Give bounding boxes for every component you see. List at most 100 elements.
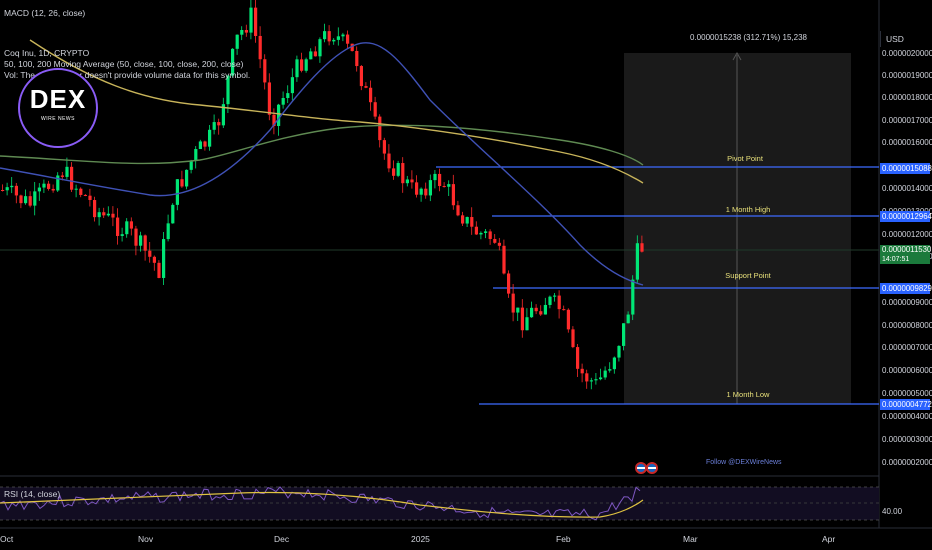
rsi-ma-line [0,491,644,518]
support-label: Support Point [725,271,771,280]
candle-body [175,179,179,205]
candle-body [323,31,327,40]
candle-body [19,195,23,204]
candle-body [631,279,635,315]
candle-body [318,39,322,57]
candle-body [244,30,248,33]
candle-body [272,114,276,126]
candle-body [497,242,501,246]
price-axis-label: 0.0000014000 [882,184,932,193]
ma100-line [29,39,644,184]
candle-body [387,153,391,169]
candle-body [359,66,363,87]
candle-body [465,217,469,224]
candle-body [608,369,612,371]
low-price-tag: 0.0000004772 [880,399,932,410]
candle-body [525,317,529,331]
candle-body [106,213,110,216]
candle-body [47,183,51,189]
candle-body [1,190,5,191]
time-label-2025: 2025 [411,534,430,544]
candle-body [474,226,478,235]
candle-body [134,228,138,246]
candle-body [447,184,451,187]
candle-body [451,184,455,206]
time-label-dec: Dec [274,534,290,544]
candle-body [424,188,428,196]
candle-body [281,98,285,105]
time-label-mar: Mar [683,534,698,544]
candle-body [484,231,488,233]
candle-body [405,179,409,184]
candle-body [580,368,584,374]
measure-label: 0.0000015238 (312.71%) 15,238 [690,33,807,42]
price-axis-label: 0.0000003000 [882,435,932,444]
price-axis-label: 0.0000016000 [882,138,932,147]
price-axis-label: 0.0000008000 [882,321,932,330]
candle-body [97,212,101,218]
price-axis-label: 0.0000006000 [882,366,932,375]
pivot-label: Pivot Point [727,154,763,163]
candle-body [143,235,147,251]
candle-body [553,295,557,297]
candle-body [162,239,166,278]
candle-body [346,34,350,44]
macd-label[interactable]: MACD (12, 26, close) [4,8,86,18]
candle-body [263,59,267,83]
candle-body [520,307,524,331]
candle-body [111,213,115,218]
candle-body [622,323,626,346]
month-high-label: 1 Month High [725,205,771,214]
rsi-axis-label: 40.00 [882,507,903,516]
support-price-tag: 0.0000009829 [880,283,932,294]
candle-body [585,373,589,382]
candle-body [65,166,69,177]
logo-subtext: WIRE NEWS [41,116,75,122]
rsi-label[interactable]: RSI (14, close) [4,489,61,499]
candle-body [396,163,400,176]
candle-body [125,221,129,235]
currency-selector[interactable]: USD [880,31,930,47]
candle-body [194,149,198,161]
flag-icon[interactable] [635,462,658,474]
candle-body [267,82,271,115]
ma200-line [0,124,644,166]
candle-body [603,370,607,378]
time-label-apr: Apr [822,534,836,544]
ma-label[interactable]: 50, 100, 200 Moving Average (50, close, … [4,59,244,69]
candle-body [589,380,593,382]
candle-body [410,179,414,183]
candle-body [166,223,170,240]
dex-logo: DEX WIRE NEWS [18,68,98,148]
candle-body [24,196,28,204]
price-axis-label: 0.0000009000 [882,298,932,307]
candle-body [640,243,644,252]
candle-body [576,347,580,369]
candle-body [341,34,345,37]
candle-body [295,59,299,78]
candle-body [571,329,575,348]
candle-body [208,129,212,147]
candle-body [56,175,60,191]
candle-body [139,235,143,246]
symbol-label[interactable]: Coq Inu, 1D, CRYPTO [4,48,90,58]
month-low-label: 1 Month Low [726,390,770,399]
candle-body [635,243,639,280]
candle-body [488,231,492,239]
candle-body [594,379,598,381]
candle-body [171,204,175,224]
candle-body [226,75,230,105]
candle-body [539,311,543,315]
candle-body [612,357,616,370]
candle-body [373,102,377,117]
candle-body [401,163,405,184]
price-axis-label: 0.0000018000 [882,93,932,102]
candle-body [93,200,97,218]
candle-body [300,59,304,71]
candle-body [102,212,106,216]
ma50-line [0,42,644,286]
last-price-tag: 0.0000011530 [880,245,932,255]
candle-body [415,182,419,195]
